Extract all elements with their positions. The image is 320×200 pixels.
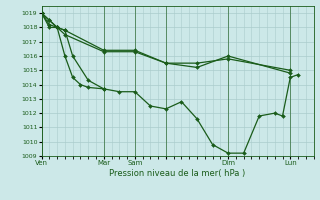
X-axis label: Pression niveau de la mer( hPa ): Pression niveau de la mer( hPa )	[109, 169, 246, 178]
